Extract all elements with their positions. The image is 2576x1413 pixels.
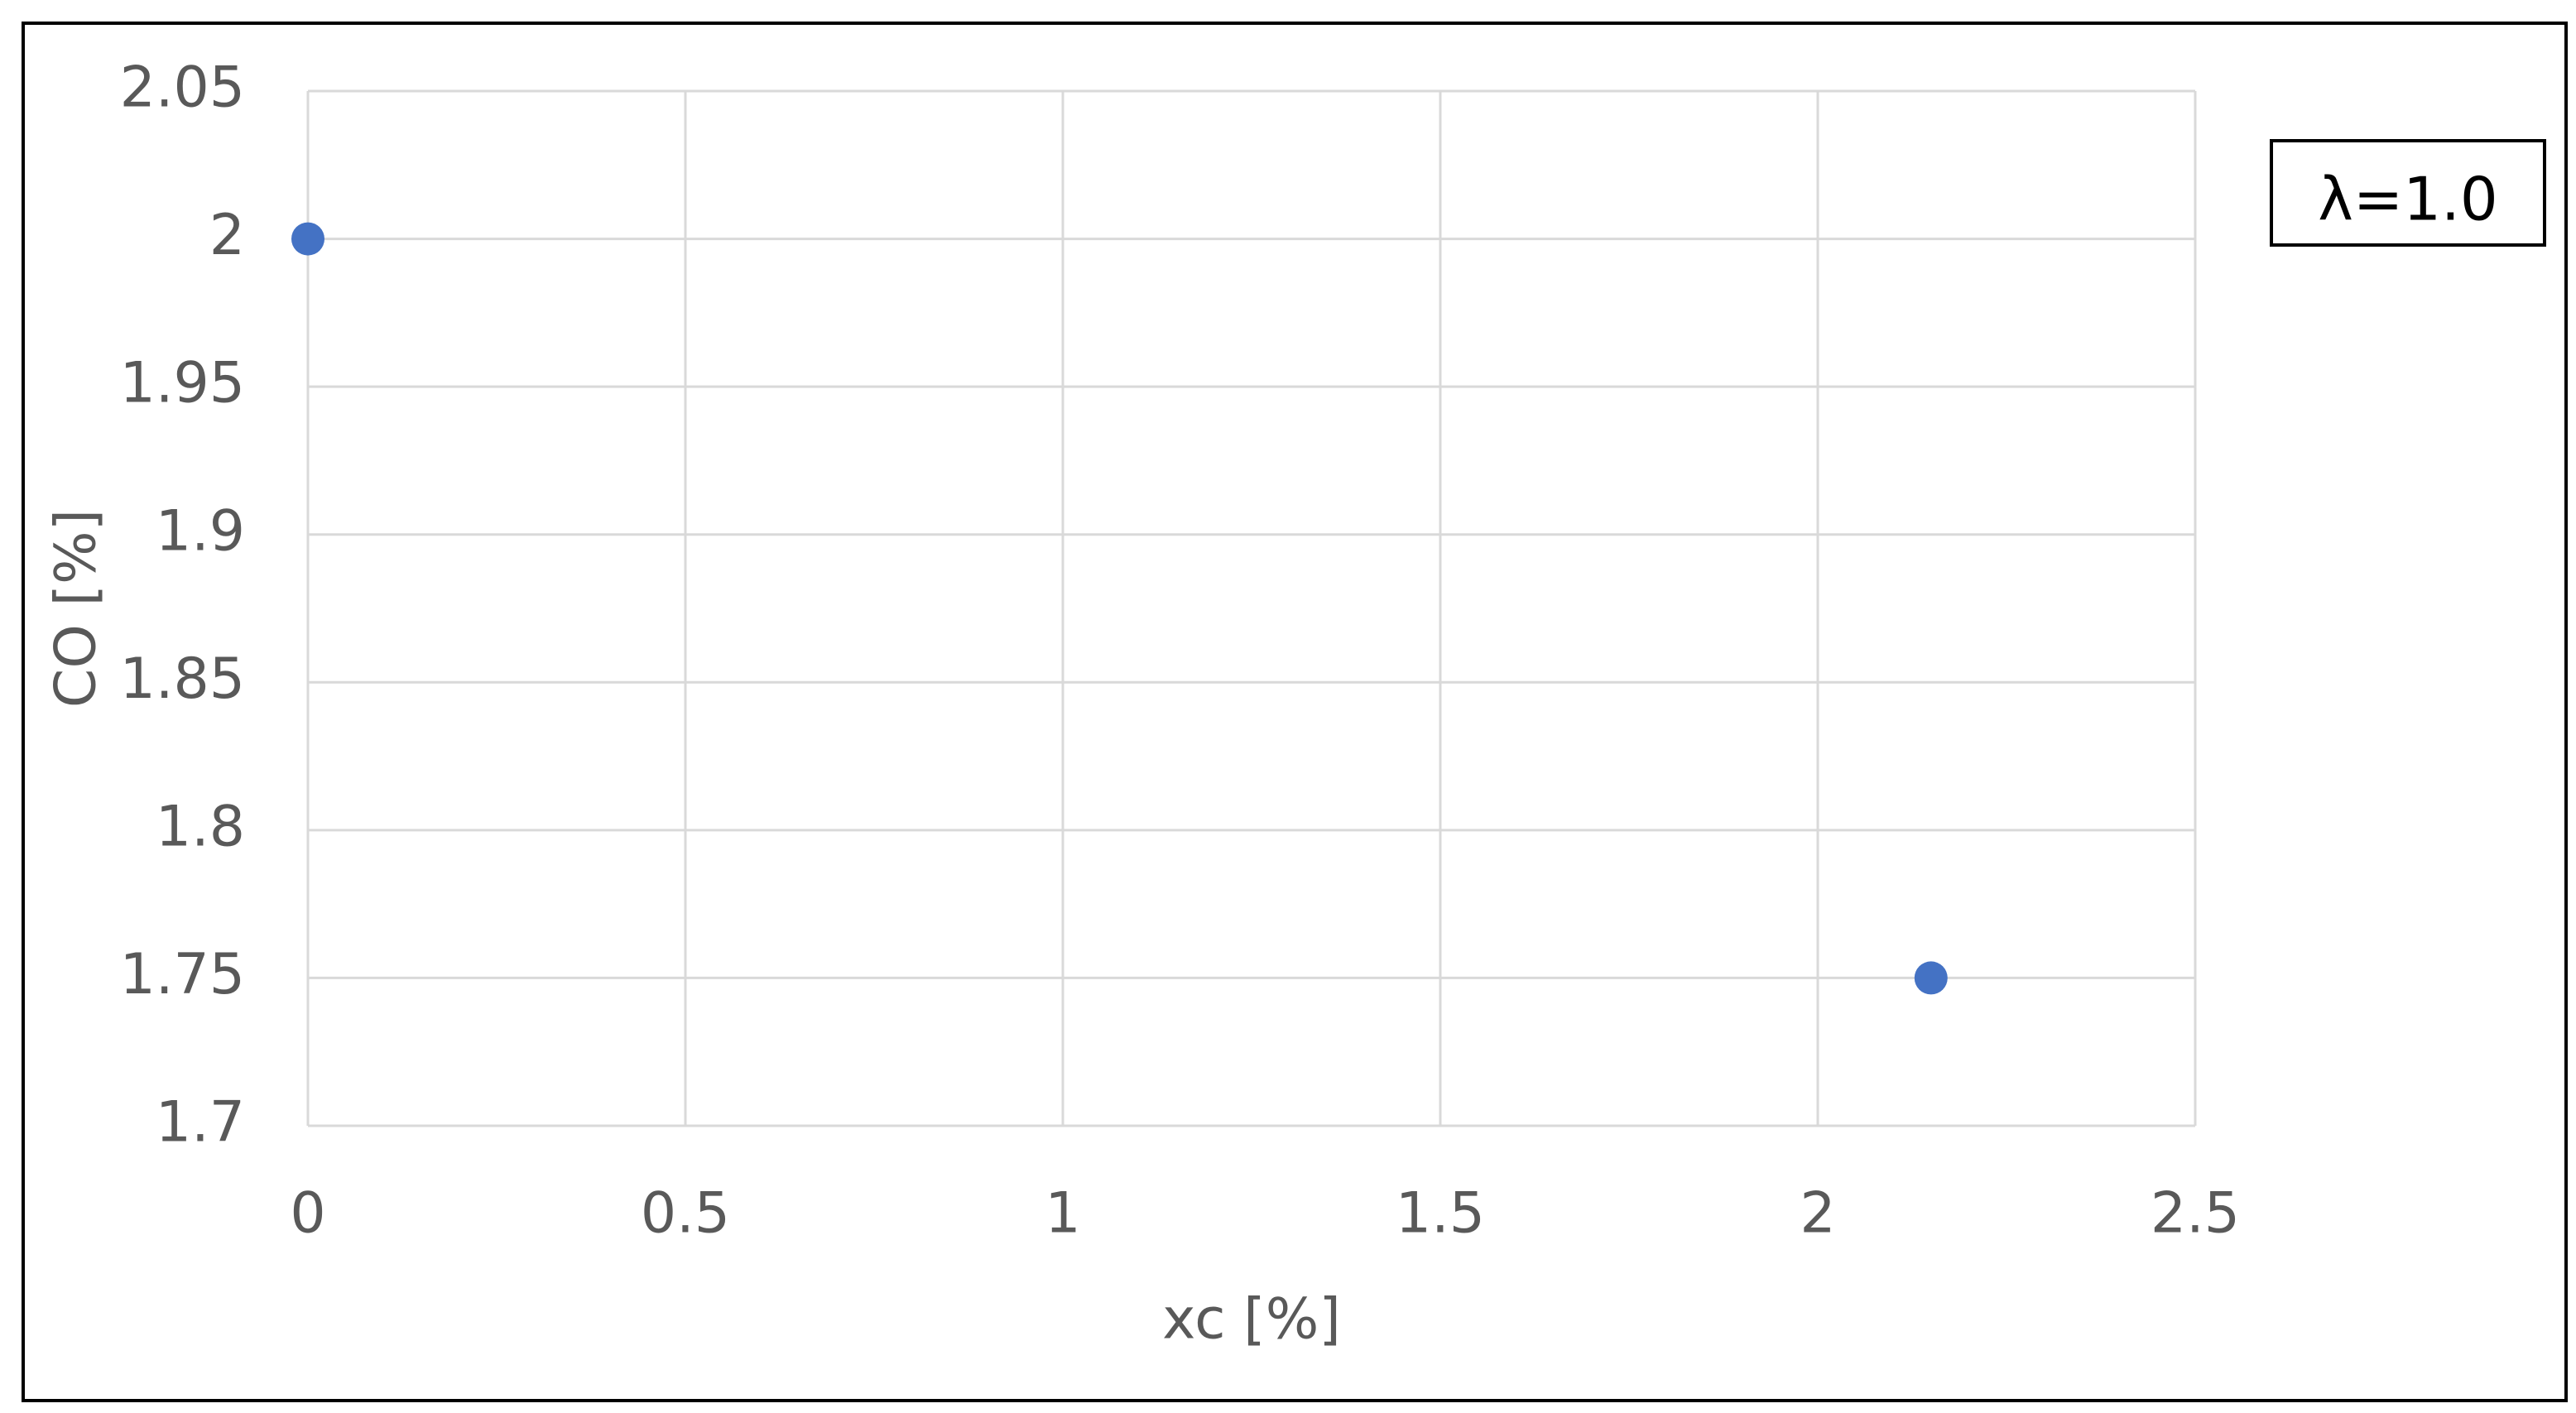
y-axis-title: CO [%] bbox=[44, 509, 109, 708]
x-tick-label: 0.5 bbox=[641, 1181, 730, 1247]
y-tick-label: 1.7 bbox=[156, 1090, 245, 1156]
y-tick-label: 1.9 bbox=[156, 498, 245, 564]
annotation: λ=1.0 bbox=[2318, 165, 2497, 234]
x-tick-label: 1 bbox=[1045, 1181, 1080, 1247]
y-tick-label: 2 bbox=[209, 203, 245, 268]
x-tick-label: 2 bbox=[1800, 1181, 1835, 1247]
x-axis-title: xc [%] bbox=[1162, 1287, 1341, 1353]
chart-border bbox=[22, 22, 2568, 1402]
x-tick-label: 1.5 bbox=[1396, 1181, 1485, 1247]
x-tick-label: 2.5 bbox=[2151, 1181, 2240, 1247]
y-tick-label: 1.95 bbox=[120, 351, 245, 416]
y-tick-label: 2.05 bbox=[120, 55, 245, 121]
y-tick-label: 1.75 bbox=[120, 942, 245, 1007]
y-tick-label: 1.8 bbox=[156, 794, 245, 859]
point bbox=[291, 222, 324, 256]
x-tick-label: 0 bbox=[290, 1181, 325, 1247]
point bbox=[1914, 961, 1948, 995]
y-tick-label: 1.85 bbox=[120, 646, 245, 712]
annotation-box bbox=[2270, 139, 2546, 247]
